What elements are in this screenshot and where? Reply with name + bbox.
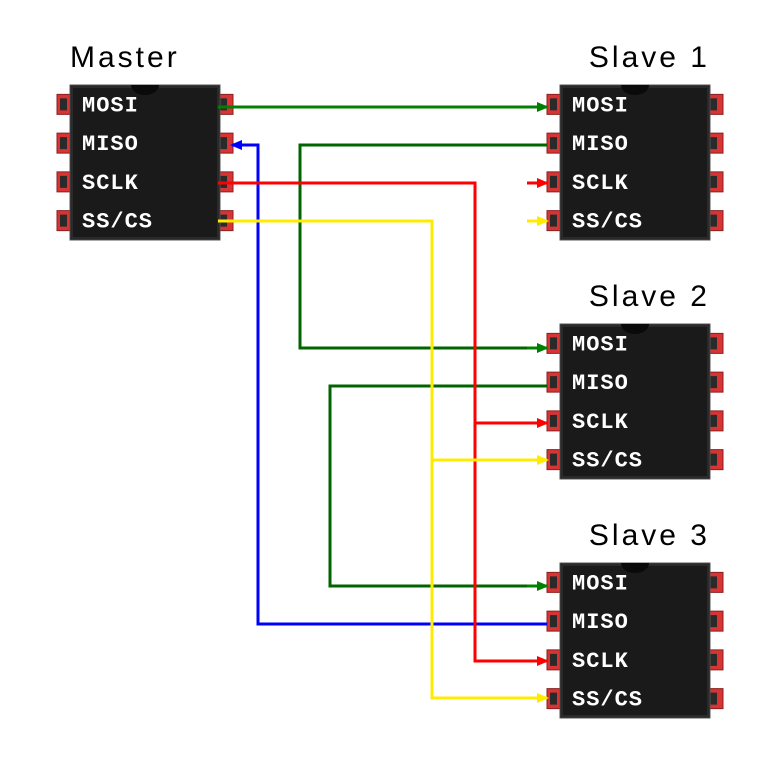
pin-label: MISO xyxy=(572,132,629,157)
chip-title: Slave 3 xyxy=(589,519,710,552)
pin-label: SS/CS xyxy=(82,210,153,235)
wire-miso-slave2-chain xyxy=(330,386,547,586)
pin-label: MOSI xyxy=(572,332,629,357)
pin-label: MOSI xyxy=(572,93,629,118)
chip-master: MOSI MISO SCLK SS/CS Master xyxy=(57,41,233,240)
chip-slave3: MOSI MISO SCLK SS/CS Slave 3 xyxy=(547,519,723,718)
pin-label: MOSI xyxy=(572,571,629,596)
chip-slave2: MOSI MISO SCLK SS/CS Slave 2 xyxy=(547,280,723,479)
pin-label: SCLK xyxy=(572,410,629,435)
pin-label: SS/CS xyxy=(572,210,643,235)
pin-label: SS/CS xyxy=(572,688,643,713)
spi-daisy-chain-diagram: MOSI MISO SCLK SS/CS Master MOSI MISO SCLK SS/CS… xyxy=(0,0,768,781)
chip-title: Master xyxy=(70,41,180,74)
pin-label: SCLK xyxy=(572,649,629,674)
pin-label: MISO xyxy=(572,610,629,635)
pin-label: SCLK xyxy=(572,171,629,196)
pin-label: SS/CS xyxy=(572,449,643,474)
pin-label: MOSI xyxy=(82,93,139,118)
pin-label: MISO xyxy=(572,371,629,396)
chip-slave1: MOSI MISO SCLK SS/CS Slave 1 xyxy=(547,41,723,240)
chip-title: Slave 2 xyxy=(589,280,710,313)
wire-miso-slave1-to-master xyxy=(300,145,547,348)
chip-title: Slave 1 xyxy=(589,41,710,74)
pin-label: SCLK xyxy=(82,171,139,196)
pin-label: MISO xyxy=(82,132,139,157)
